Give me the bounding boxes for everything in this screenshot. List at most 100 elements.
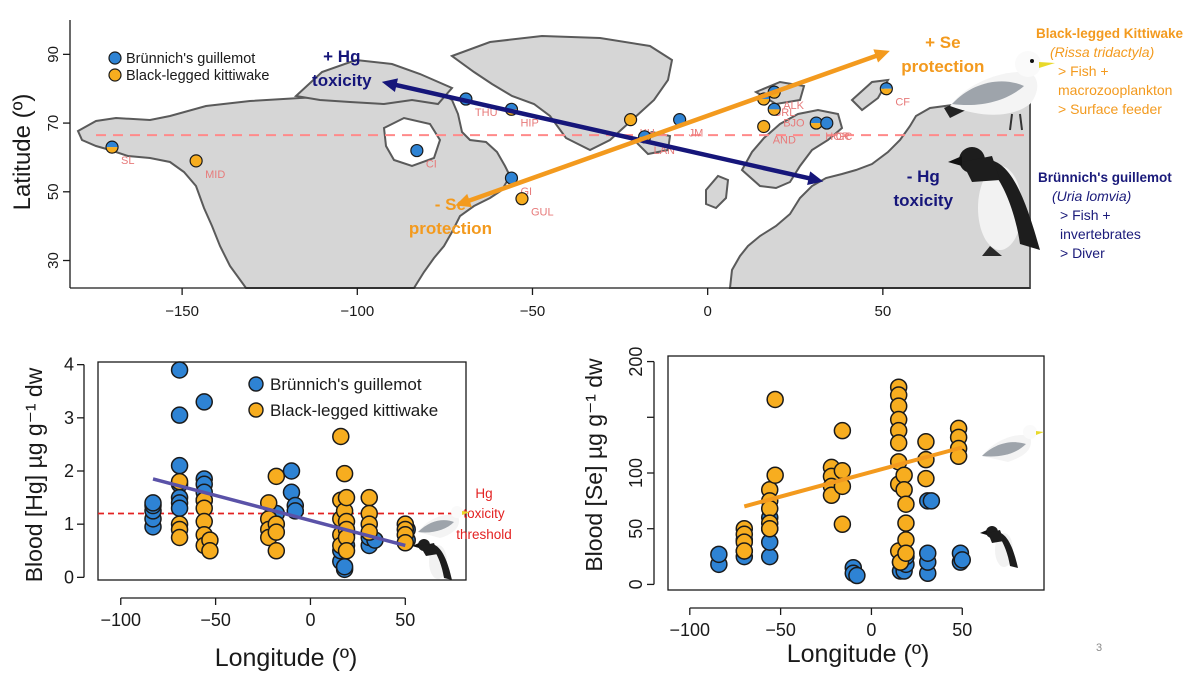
site-marker-outline [105, 140, 119, 154]
se-plot: −100 −50 0 50 0 50 100 200 Longitude (º) Blood … [581, 347, 1045, 668]
hg-toxicity-arrow [381, 78, 824, 186]
guillemot-point [710, 545, 728, 564]
kittiwake-point [897, 495, 915, 513]
se-y-tick-label: 50 [626, 519, 646, 539]
site-marker-guillemot-half [810, 117, 823, 124]
threshold-label-line-1: Hg [475, 486, 492, 501]
se-x-tick-label: −50 [765, 620, 796, 640]
kittiwake-info-feature-3: > Surface feeder [1058, 101, 1162, 117]
hg-plot: −100 −50 0 50 0 1 2 3 4 Longitude (º) Blood [Hg]… [21, 355, 512, 672]
kittiwake-info-feature-1: > Fish + [1058, 63, 1109, 79]
kittiwake-point [170, 528, 189, 547]
hg-arrow-top-label-line-2: toxicity [312, 71, 372, 90]
guillemot-point [144, 494, 162, 512]
guillemot-point [918, 544, 937, 562]
site-marker [623, 113, 638, 127]
map-legend: Brünnich's guillemot Black-legged kittiw… [108, 51, 269, 84]
kittiwake-point [766, 466, 784, 484]
se-x-tick-label: 50 [952, 620, 972, 640]
guillemot-point [335, 557, 354, 576]
guillemot-info-feature-1: > Fish + [1060, 207, 1111, 223]
se-regression-line [743, 445, 963, 509]
hg-regression-line [152, 477, 406, 548]
map-axes: −150 −100 −50 0 50 30 50 70 90 [45, 20, 1030, 320]
site-label: HIP [520, 117, 538, 129]
site-cf: CF [879, 82, 910, 109]
land-greenland [449, 34, 674, 152]
hg-y-axis-label: Blood [Hg] µg g⁻¹ dw [21, 367, 47, 582]
kittiwake-point [766, 390, 784, 409]
guillemot-back [990, 160, 1040, 250]
site-mid: MID [189, 154, 225, 181]
map-panel: SLMIDCITHUHIPGIGULKHLANJMGRLALKBJOANDHOR… [9, 20, 1031, 320]
guillemot-point [170, 406, 189, 424]
legend-kittiwake-dot [108, 68, 122, 82]
site-label: JM [689, 128, 704, 140]
site-marker [820, 116, 834, 130]
map-y-tick-label: 50 [45, 183, 62, 200]
kittiwake-point [895, 480, 913, 499]
hg-y-tick-label: 3 [64, 408, 74, 428]
se-arrow-top-label-line-1: + Se [925, 33, 960, 52]
land-hudson-bay [382, 116, 442, 168]
kittiwake-legs [1009, 113, 1023, 131]
site-jm: JM [673, 113, 704, 140]
kittiwake-eye [1030, 59, 1034, 63]
se-plot-box [667, 355, 1045, 591]
se-x-tick-label: −100 [670, 620, 711, 640]
legend-guillemot-label: Brünnich's guillemot [126, 51, 255, 67]
guillemot-point [848, 566, 866, 585]
map-sites: SLMIDCITHUHIPGIGULKHLANJMGRLALKBJOANDHOR… [105, 82, 910, 219]
site-label: ALK [783, 100, 804, 112]
legend-guillemot-dot [108, 51, 122, 65]
se-arrow-bottom-label-line-2: protection [409, 219, 492, 238]
guillemot-info-name: Brünnich's guillemot [1038, 170, 1172, 185]
kittiwake-point [895, 466, 913, 484]
site-marker-guillemot-half [880, 82, 893, 89]
map-y-tick-label: 30 [45, 252, 62, 269]
site-bjo: BJO [767, 102, 805, 129]
site-label: CI [426, 159, 437, 171]
kittiwake-point [897, 514, 915, 532]
se-kittiwake-icon [982, 425, 1044, 462]
guillemot-point [170, 456, 189, 475]
hg-x-tick-label: −100 [100, 610, 141, 630]
map-x-tick-label: −100 [340, 303, 374, 320]
guillemot-info: Brünnich's guillemot (Uria lomvia) > Fis… [1038, 168, 1172, 263]
threshold-label-line-2: toxicity [463, 506, 505, 521]
kittiwake-point [335, 464, 354, 483]
kittiwake-point [917, 469, 935, 488]
hg-x-tick-label: 50 [395, 610, 415, 630]
map-x-tick-label: −50 [520, 303, 545, 320]
page-number: 3 [1096, 642, 1103, 654]
guillemot-point [760, 547, 779, 566]
kittiwake-point [332, 427, 350, 446]
site-label: GUL [531, 207, 554, 219]
map-y-axis-label: Latitude (º) [9, 94, 36, 211]
site-marker-outline [879, 82, 893, 96]
site-and: AND [757, 119, 796, 147]
site-marker [757, 119, 771, 134]
se-protection-arrow-head-start [455, 193, 472, 208]
site-label: CF [895, 97, 910, 109]
site-label: BJO [783, 117, 805, 129]
se-y-tick-label: 200 [626, 347, 646, 377]
se-y-tick-label: 0 [626, 579, 646, 589]
site-marker [410, 143, 424, 158]
site-marker-kittiwake-half [880, 88, 893, 95]
site-label: MID [205, 169, 225, 181]
hg-legend-guillemot-dot [248, 376, 264, 392]
se-points [710, 378, 972, 585]
se-axes: −100 −50 0 50 0 50 100 200 [626, 347, 972, 640]
guillemot-point [953, 551, 972, 569]
site-label: THU [475, 107, 498, 119]
guillemot-info-feature-2: invertebrates [1060, 226, 1141, 242]
hg-axes: −100 −50 0 50 0 1 2 3 4 [64, 355, 415, 630]
map-y-tick-label: 70 [45, 115, 62, 132]
hg-y-tick-label: 2 [64, 461, 74, 481]
site-marker-guillemot-half [768, 103, 781, 110]
kittiwake-point [201, 542, 219, 560]
se-bird-icons [980, 425, 1044, 568]
se-plot-frame [667, 355, 1045, 591]
site-marker-kittiwake-half [810, 123, 823, 130]
